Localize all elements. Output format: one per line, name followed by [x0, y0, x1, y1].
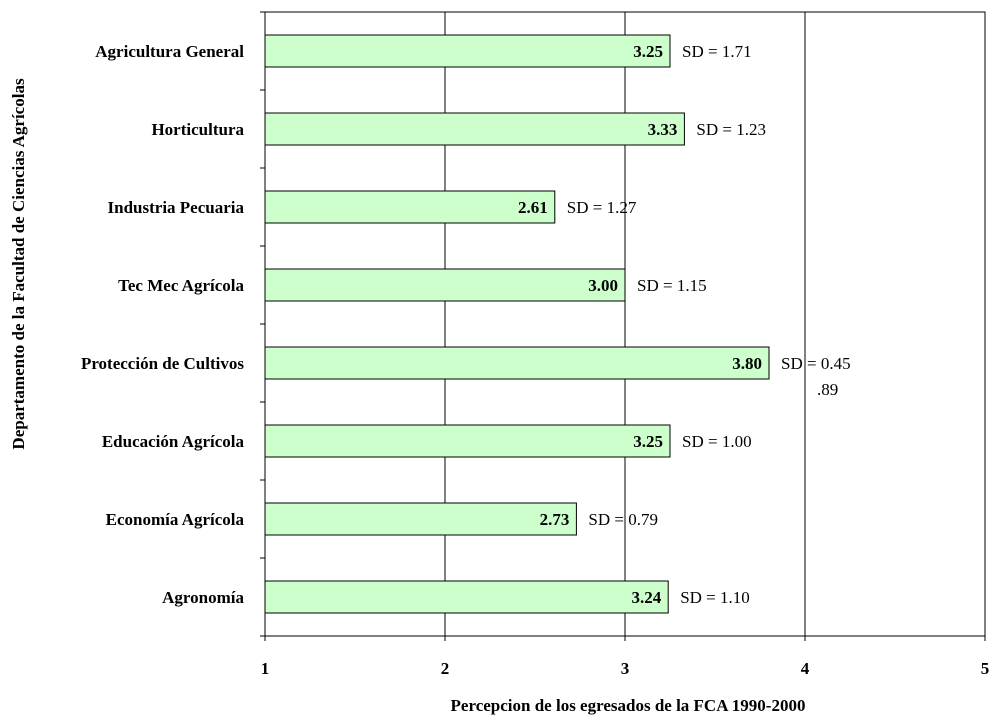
sd-annotation: SD = 1.23	[696, 120, 766, 139]
sd-annotation: SD = 0.79	[588, 510, 658, 529]
x-tick-label: 3	[621, 659, 630, 678]
bar-value-label: 3.00	[588, 276, 618, 295]
sd-annotation: SD = 1.10	[680, 588, 750, 607]
x-tick-label: 4	[801, 659, 810, 678]
y-axis-ticks	[260, 11, 265, 637]
category-labels: Agricultura General Horticultura Industria…	[81, 42, 245, 607]
sd-annotation: SD = 0.45	[781, 354, 851, 373]
bar-value-label: 3.25	[633, 432, 663, 451]
gridlines	[444, 12, 806, 636]
sd-annotation: SD = 1.00	[682, 432, 752, 451]
bar	[264, 190, 556, 224]
bar	[264, 580, 669, 614]
bar-value-label: 3.24	[631, 588, 661, 607]
sd-annotation: SD = 1.27	[567, 198, 637, 217]
x-axis-title: Percepcion de los egresados de la FCA 19…	[451, 696, 806, 715]
category-label: Industria Pecuaria	[108, 198, 245, 217]
bar	[264, 34, 671, 68]
y-axis-title: Departamento de la Facultad de Ciencias …	[9, 78, 28, 450]
x-tick-label: 5	[981, 659, 990, 678]
bar-value-label: 3.80	[732, 354, 762, 373]
bar-value-label: 2.61	[518, 198, 548, 217]
extra-annotation: .89	[817, 380, 838, 399]
sd-annotation: SD = 1.15	[637, 276, 707, 295]
sd-annotation: SD = 1.71	[682, 42, 752, 61]
bars: 3.25 SD = 1.71 3.33 SD = 1.23 2.61 SD = 1.27 3…	[264, 34, 851, 614]
bar	[264, 502, 577, 536]
bar	[264, 268, 626, 302]
category-label: Agricultura General	[95, 42, 244, 61]
category-label: Economía Agrícola	[106, 510, 245, 529]
bar-value-label: 2.73	[540, 510, 570, 529]
category-label: Tec Mec Agrícola	[118, 276, 244, 295]
bar-value-label: 3.33	[648, 120, 678, 139]
category-label: Agronomía	[162, 588, 244, 607]
category-label: Educación Agrícola	[102, 432, 245, 451]
x-tick-labels: 1 2 3 4 5	[261, 636, 990, 678]
x-tick-label: 2	[441, 659, 450, 678]
bar-value-label: 3.25	[633, 42, 663, 61]
category-label: Protección de Cultivos	[81, 354, 244, 373]
bar	[264, 112, 685, 146]
bar	[264, 424, 671, 458]
x-tick-label: 1	[261, 659, 270, 678]
category-label: Horticultura	[151, 120, 244, 139]
bar	[264, 346, 770, 380]
